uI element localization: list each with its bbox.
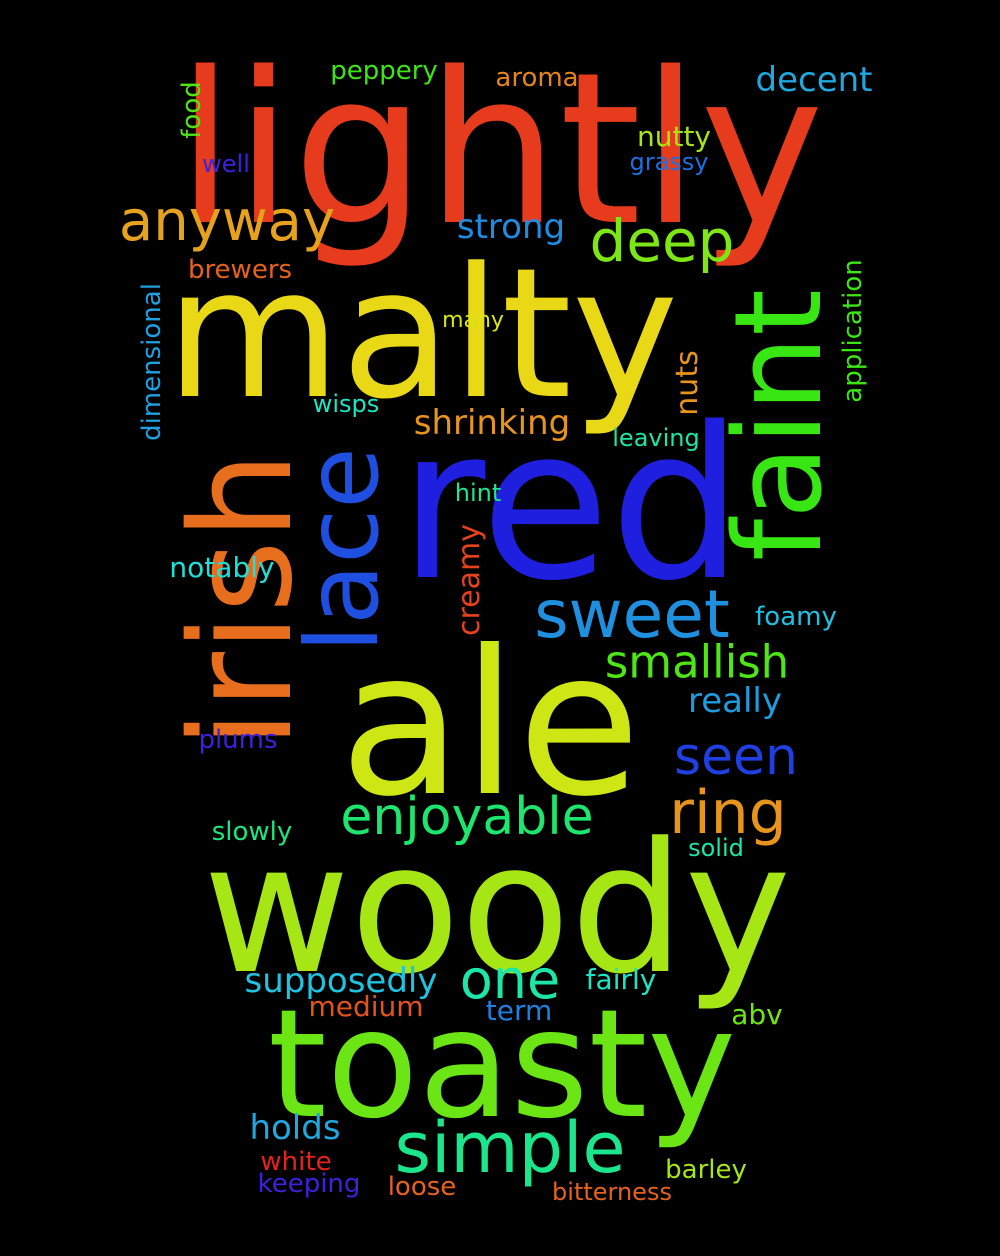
- word-nuts: nuts: [670, 350, 705, 416]
- word-food: food: [177, 81, 207, 139]
- word-solid: solid: [688, 834, 744, 862]
- word-slowly: slowly: [211, 817, 293, 847]
- word-grassy: grassy: [629, 148, 709, 176]
- word-hint: hint: [454, 479, 502, 507]
- word-brewers: brewers: [187, 255, 293, 285]
- word-foamy: foamy: [755, 602, 837, 632]
- word-supposedly: supposedly: [244, 961, 438, 1001]
- word-ale: ale: [339, 608, 641, 841]
- word-barley: barley: [665, 1155, 747, 1185]
- word-wisps: wisps: [312, 390, 380, 418]
- word-holds: holds: [249, 1108, 341, 1148]
- word-term: term: [485, 994, 553, 1027]
- word-lace: lace: [284, 447, 401, 653]
- word-leaving: leaving: [612, 424, 700, 452]
- word-dimensional: dimensional: [137, 283, 167, 441]
- word-ring: ring: [669, 778, 787, 848]
- word-enjoyable: enjoyable: [340, 787, 594, 847]
- word-lightly: lightly: [175, 27, 825, 272]
- word-bitterness: bitterness: [552, 1178, 672, 1206]
- word-toasty: toasty: [267, 978, 737, 1152]
- word-nutty: nutty: [636, 120, 712, 153]
- word-application: application: [838, 259, 868, 403]
- word-smallish: smallish: [604, 635, 790, 689]
- word-simple: simple: [394, 1107, 626, 1189]
- word-notably: notably: [169, 551, 275, 584]
- word-malty: malty: [165, 230, 679, 439]
- word-keeping: keeping: [257, 1169, 361, 1199]
- word-plums: plums: [198, 725, 278, 755]
- word-peppery: peppery: [330, 56, 438, 86]
- word-really: really: [688, 681, 782, 721]
- word-strong: strong: [456, 207, 566, 247]
- word-abv: abv: [731, 998, 783, 1031]
- word-faint: faint: [710, 288, 849, 562]
- word-woody: woody: [202, 805, 792, 1014]
- word-white: white: [260, 1147, 332, 1177]
- word-loose: loose: [387, 1172, 457, 1202]
- word-medium: medium: [308, 990, 424, 1023]
- word-shrinking: shrinking: [413, 403, 571, 443]
- word-many: many: [442, 308, 504, 333]
- word-sweet: sweet: [534, 576, 730, 653]
- word-red: red: [398, 382, 744, 627]
- word-fairly: fairly: [585, 963, 657, 996]
- word-well: well: [202, 150, 250, 178]
- word-decent: decent: [755, 60, 873, 100]
- word-aroma: aroma: [495, 63, 579, 93]
- word-one: one: [459, 948, 561, 1011]
- word-seen: seen: [673, 727, 799, 787]
- word-deep: deep: [589, 207, 735, 275]
- word-creamy: creamy: [452, 524, 487, 636]
- word-anyway: anyway: [118, 189, 336, 254]
